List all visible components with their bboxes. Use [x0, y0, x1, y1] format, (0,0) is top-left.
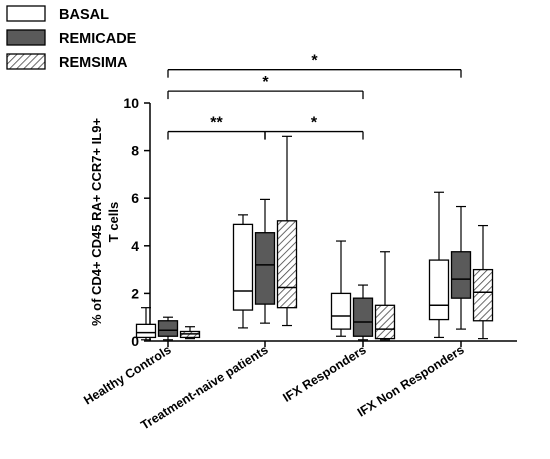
box-iqr — [254, 232, 276, 305]
significance-label: * — [262, 74, 269, 91]
box-iqr — [374, 304, 396, 340]
significance-brackets: **** * — [167, 53, 462, 140]
x-category-label: Healthy Controls — [81, 343, 173, 408]
y-tick-label: 10 — [123, 95, 139, 111]
box-remicade — [352, 284, 374, 341]
legend-label: REMICADE — [59, 31, 137, 47]
legend-swatch — [6, 5, 46, 22]
box-basal — [330, 240, 352, 337]
box-iqr — [135, 323, 157, 339]
significance-label: * — [311, 53, 318, 70]
y-tick-label: 4 — [131, 238, 139, 254]
significance-label: * — [311, 115, 318, 132]
box-remsima — [276, 135, 298, 327]
box-iqr — [352, 297, 374, 337]
x-category-label: IFX Non Responders — [355, 343, 467, 420]
y-tick-label: 2 — [131, 285, 139, 301]
legend-label: BASAL — [59, 7, 109, 23]
box-basal — [428, 191, 450, 339]
significance-bracket: * — [167, 74, 364, 100]
y-tick-label: 8 — [131, 143, 139, 159]
box-series — [135, 135, 494, 341]
box-iqr — [428, 259, 450, 321]
legend-swatch — [6, 29, 46, 46]
box-remsima — [179, 326, 201, 340]
box-basal — [232, 214, 254, 329]
y-axis-ticks: 0 2 4 6 8 10 — [123, 95, 150, 349]
box-iqr — [330, 292, 352, 330]
box-iqr — [157, 320, 179, 337]
significance-bracket: * — [167, 53, 462, 78]
box-iqr — [232, 223, 254, 311]
y-axis-label-line-1: % of CD4+ CD45 RA+ CCR7+ IL9+ — [89, 118, 104, 326]
box-iqr — [276, 220, 298, 309]
box-remicade — [157, 316, 179, 341]
significance-bracket: * — [264, 115, 364, 140]
box-remicade — [254, 198, 276, 324]
significance-label: ** — [210, 115, 223, 132]
legend-label: REMSIMA — [59, 55, 128, 71]
legend: BASAL REMICADE REMSIMA — [6, 5, 137, 71]
box-remsima — [374, 251, 396, 341]
legend-swatch — [6, 53, 46, 70]
box-basal — [135, 307, 157, 341]
significance-bracket: ** — [167, 115, 266, 140]
y-tick-label: 0 — [131, 333, 139, 349]
box-remicade — [450, 205, 472, 330]
box-iqr — [472, 268, 494, 322]
y-axis-label-line-2: T cells — [106, 202, 121, 242]
x-category-label: IFX Responders — [280, 343, 368, 405]
box-iqr — [450, 251, 472, 299]
box-remsima — [472, 224, 494, 340]
y-tick-label: 6 — [131, 190, 139, 206]
